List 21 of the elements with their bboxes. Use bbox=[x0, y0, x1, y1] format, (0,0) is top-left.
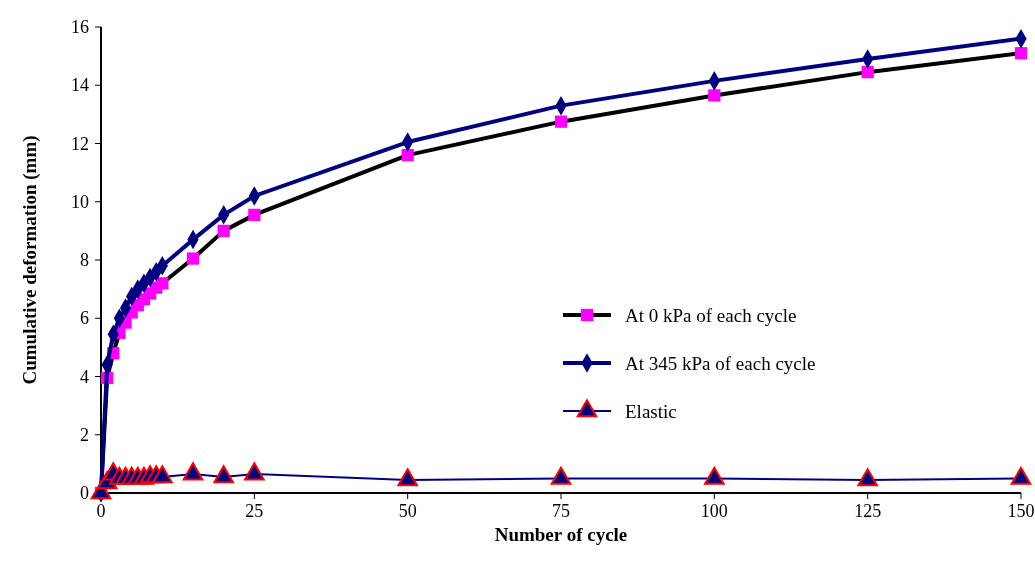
x-tick-label: 50 bbox=[398, 501, 417, 521]
legend-label: At 0 kPa of each cycle bbox=[625, 305, 797, 326]
x-tick-label: 0 bbox=[96, 501, 106, 521]
x-tick-label: 125 bbox=[854, 501, 882, 521]
y-tick-label: 10 bbox=[71, 191, 89, 212]
x-tick-label: 75 bbox=[552, 501, 570, 521]
x-axis-title: Number of cycle bbox=[494, 524, 628, 545]
y-tick-label: 8 bbox=[80, 250, 89, 270]
x-tick-label: 150 bbox=[1007, 501, 1035, 521]
y-tick-label: 12 bbox=[71, 133, 89, 154]
y-tick-label: 16 bbox=[71, 17, 89, 37]
legend-label: At 345 kPa of each cycle bbox=[625, 353, 816, 374]
y-tick-label: 6 bbox=[80, 308, 89, 329]
y-axis-title: Cumulative deformation (mm) bbox=[19, 135, 41, 385]
y-tick-label: 4 bbox=[80, 366, 89, 387]
x-tick-label: 25 bbox=[245, 501, 264, 521]
legend-label: Elastic bbox=[625, 401, 677, 422]
x-tick-label: 100 bbox=[700, 501, 728, 521]
y-tick-label: 14 bbox=[71, 75, 89, 96]
y-tick-label: 0 bbox=[80, 483, 89, 503]
y-tick-label: 2 bbox=[80, 424, 89, 445]
